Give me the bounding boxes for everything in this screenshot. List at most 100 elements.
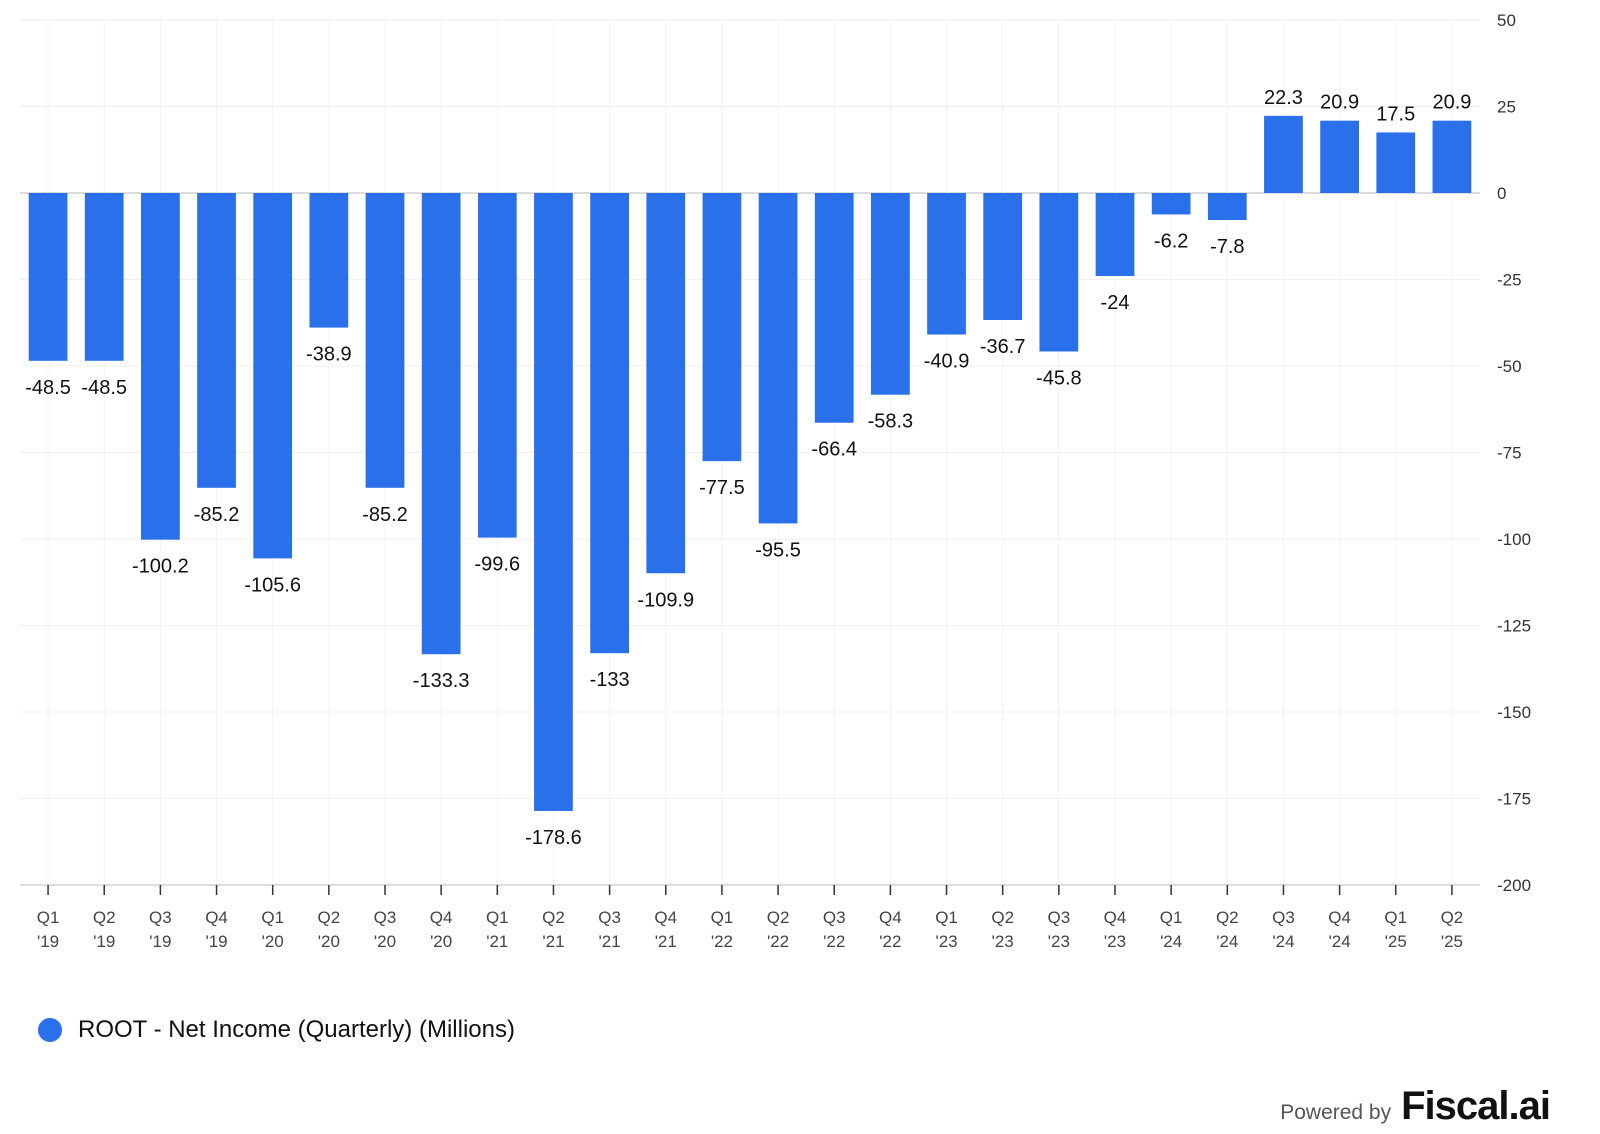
- y-tick-label: 50: [1497, 11, 1516, 30]
- data-labels: -48.5 -48.5 -100.2 -85.2 -105.6 -38.9 -85.2 -13…: [25, 87, 1471, 849]
- x-tick-label-quarter: Q1: [1160, 908, 1183, 927]
- bar[interactable]: [253, 193, 293, 559]
- bar[interactable]: [1151, 193, 1191, 215]
- x-tick-label-year: '19: [93, 932, 115, 951]
- bar[interactable]: [141, 193, 180, 540]
- data-label: -85.2: [362, 504, 408, 526]
- bar[interactable]: [421, 193, 461, 655]
- credit-prefix: Powered by: [1280, 1101, 1392, 1124]
- data-label: 22.3: [1264, 87, 1303, 109]
- y-tick-label: -100: [1497, 530, 1531, 549]
- bar[interactable]: [1264, 115, 1303, 193]
- powered-by-credit[interactable]: Powered by Fiscal.ai: [1280, 1084, 1551, 1129]
- data-label: -95.5: [755, 539, 801, 561]
- bar[interactable]: [309, 193, 349, 328]
- y-tick-label: -125: [1497, 617, 1531, 636]
- legend-label: ROOT - Net Income (Quarterly) (Millions): [78, 1016, 515, 1043]
- data-label: -36.7: [980, 336, 1026, 358]
- x-tick-label-year: '21: [599, 932, 621, 951]
- y-tick-label: -75: [1497, 444, 1522, 463]
- x-tick-label-quarter: Q4: [1328, 908, 1351, 927]
- data-label: -178.6: [525, 827, 582, 849]
- x-tick-label-year: '22: [879, 932, 901, 951]
- data-label: -77.5: [699, 477, 745, 499]
- bar[interactable]: [590, 193, 629, 654]
- y-tick-label: -25: [1497, 271, 1522, 290]
- x-tick-label-year: '20: [318, 932, 340, 951]
- data-label: -48.5: [25, 377, 71, 399]
- data-label: -109.9: [637, 589, 694, 611]
- bar[interactable]: [1432, 120, 1472, 193]
- y-tick-label: -150: [1497, 703, 1531, 722]
- x-tick-label-year: '19: [205, 932, 227, 951]
- x-tick-label-year: '19: [149, 932, 171, 951]
- net-income-bar-chart: -48.5 -48.5 -100.2 -85.2 -105.6 -38.9 -85.2 -13…: [20, 11, 1531, 951]
- x-tick-label-quarter: Q1: [1384, 908, 1407, 927]
- bar[interactable]: [1207, 193, 1247, 220]
- bar[interactable]: [1039, 193, 1079, 352]
- bar[interactable]: [1095, 193, 1135, 277]
- legend[interactable]: ROOT - Net Income (Quarterly) (Millions): [38, 1016, 515, 1044]
- x-tick-label-year: '21: [655, 932, 677, 951]
- x-tick-label-quarter: Q2: [542, 908, 565, 927]
- x-tick-label-quarter: Q1: [935, 908, 958, 927]
- gridlines: [20, 19, 1480, 886]
- x-tick-label-year: '20: [430, 932, 452, 951]
- data-label: -24: [1101, 292, 1130, 314]
- bar[interactable]: [477, 193, 517, 538]
- x-tick-label-year: '19: [37, 932, 59, 951]
- bar[interactable]: [197, 193, 236, 488]
- x-tick-label-quarter: Q4: [430, 908, 453, 927]
- x-tick-label-quarter: Q3: [823, 908, 846, 927]
- bar[interactable]: [84, 193, 124, 361]
- x-tick-label-year: '20: [374, 932, 396, 951]
- x-tick-label-quarter: Q3: [1048, 908, 1071, 927]
- bar[interactable]: [1320, 120, 1359, 193]
- bar[interactable]: [28, 193, 68, 361]
- bar[interactable]: [1376, 132, 1416, 193]
- x-tick-label-year: '21: [486, 932, 508, 951]
- x-tick-label-quarter: Q1: [261, 908, 284, 927]
- data-label: -99.6: [475, 554, 521, 576]
- x-tick-label-year: '22: [711, 932, 733, 951]
- data-label: -66.4: [811, 439, 857, 461]
- bar[interactable]: [646, 193, 686, 574]
- x-tick-label-quarter: Q4: [654, 908, 677, 927]
- x-tick-label-quarter: Q3: [1272, 908, 1295, 927]
- data-label: -133: [590, 669, 630, 691]
- data-label: -7.8: [1210, 236, 1244, 258]
- x-tick-label-quarter: Q4: [1104, 908, 1127, 927]
- bar[interactable]: [814, 193, 854, 423]
- x-tick-label-year: '24: [1216, 932, 1238, 951]
- bar[interactable]: [927, 193, 966, 335]
- x-tick-label-quarter: Q2: [93, 908, 116, 927]
- data-label: -48.5: [81, 377, 127, 399]
- data-label: 20.9: [1432, 92, 1471, 114]
- data-label: -100.2: [132, 556, 189, 578]
- y-tick-label: 25: [1497, 98, 1516, 117]
- x-tick-label-quarter: Q2: [318, 908, 341, 927]
- x-tick-label-quarter: Q2: [1216, 908, 1239, 927]
- x-tick-label-year: '21: [542, 932, 564, 951]
- data-label: -105.6: [244, 574, 301, 596]
- bar[interactable]: [702, 193, 742, 462]
- bar[interactable]: [758, 193, 798, 524]
- bar[interactable]: [983, 193, 1023, 320]
- x-tick-label-quarter: Q1: [37, 908, 60, 927]
- x-tick-label-year: '24: [1272, 932, 1294, 951]
- x-tick-label-quarter: Q4: [879, 908, 902, 927]
- bar[interactable]: [534, 193, 573, 811]
- brand-logo: Fiscal.ai: [1401, 1084, 1551, 1128]
- x-tick-label-quarter: Q1: [486, 908, 509, 927]
- bar[interactable]: [871, 193, 910, 395]
- bars: [28, 115, 1472, 811]
- x-tick-label-year: '23: [992, 932, 1014, 951]
- x-axis: Q1 '19 Q2 '19 Q3 '19 Q4 '19 Q1 '20 Q2 '20 Q3 '20 Q4 '20…: [20, 884, 1480, 951]
- y-tick-label: -50: [1497, 357, 1522, 376]
- x-tick-label-quarter: Q2: [991, 908, 1014, 927]
- data-label: 20.9: [1320, 92, 1359, 114]
- data-label: -45.8: [1036, 367, 1082, 389]
- bar[interactable]: [365, 193, 405, 488]
- x-tick-label-quarter: Q4: [205, 908, 228, 927]
- x-tick-label-quarter: Q3: [374, 908, 397, 927]
